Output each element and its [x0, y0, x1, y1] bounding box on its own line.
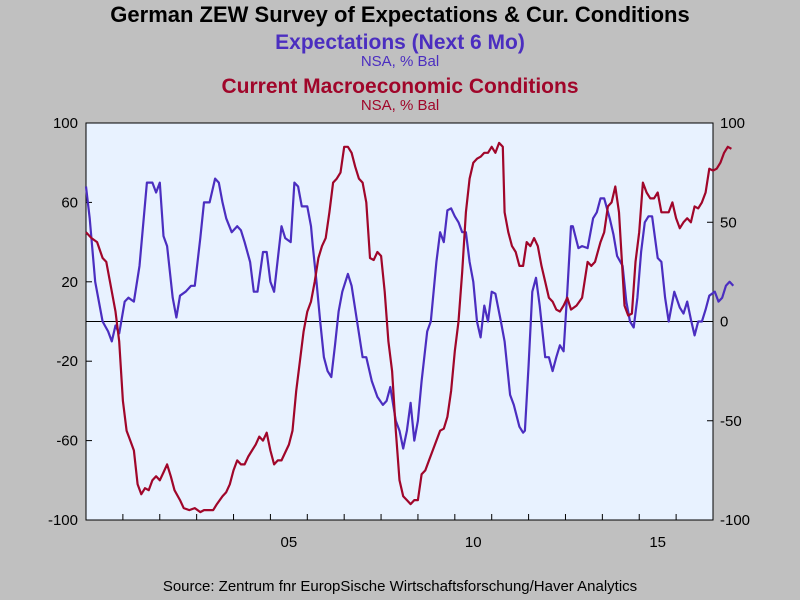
- x-axis-label: 10: [465, 534, 482, 551]
- left-axis-label: 100: [53, 115, 78, 132]
- source-note: Source: Zentrum fnr EuropSische Wirtscha…: [162, 578, 638, 595]
- expectations-series-title: Expectations (Next 6 Mo): [275, 31, 525, 54]
- conditions-series-units: NSA, % Bal: [360, 97, 440, 114]
- x-axis-label: 15: [649, 534, 666, 551]
- expectations-line: [84, 177, 735, 450]
- right-axis-label: 0: [720, 314, 728, 331]
- right-axis-label: 100: [720, 115, 745, 132]
- right-axis-label: -50: [720, 413, 742, 430]
- conditions-line: [85, 141, 732, 514]
- right-axis-label: -100: [720, 512, 750, 529]
- left-axis-label: -60: [56, 433, 78, 450]
- expectations-series-units: NSA, % Bal: [360, 53, 440, 70]
- left-axis-label: -100: [48, 512, 78, 529]
- chart-title: German ZEW Survey of Expectations & Cur.…: [110, 2, 690, 27]
- x-axis-label: 05: [281, 534, 298, 551]
- right-axis-label: 50: [720, 214, 737, 231]
- left-axis-label: 20: [61, 274, 78, 291]
- left-axis-label: -20: [56, 353, 78, 370]
- left-axis-label: 60: [61, 194, 78, 211]
- conditions-series-title: Current Macroeconomic Conditions: [221, 75, 579, 98]
